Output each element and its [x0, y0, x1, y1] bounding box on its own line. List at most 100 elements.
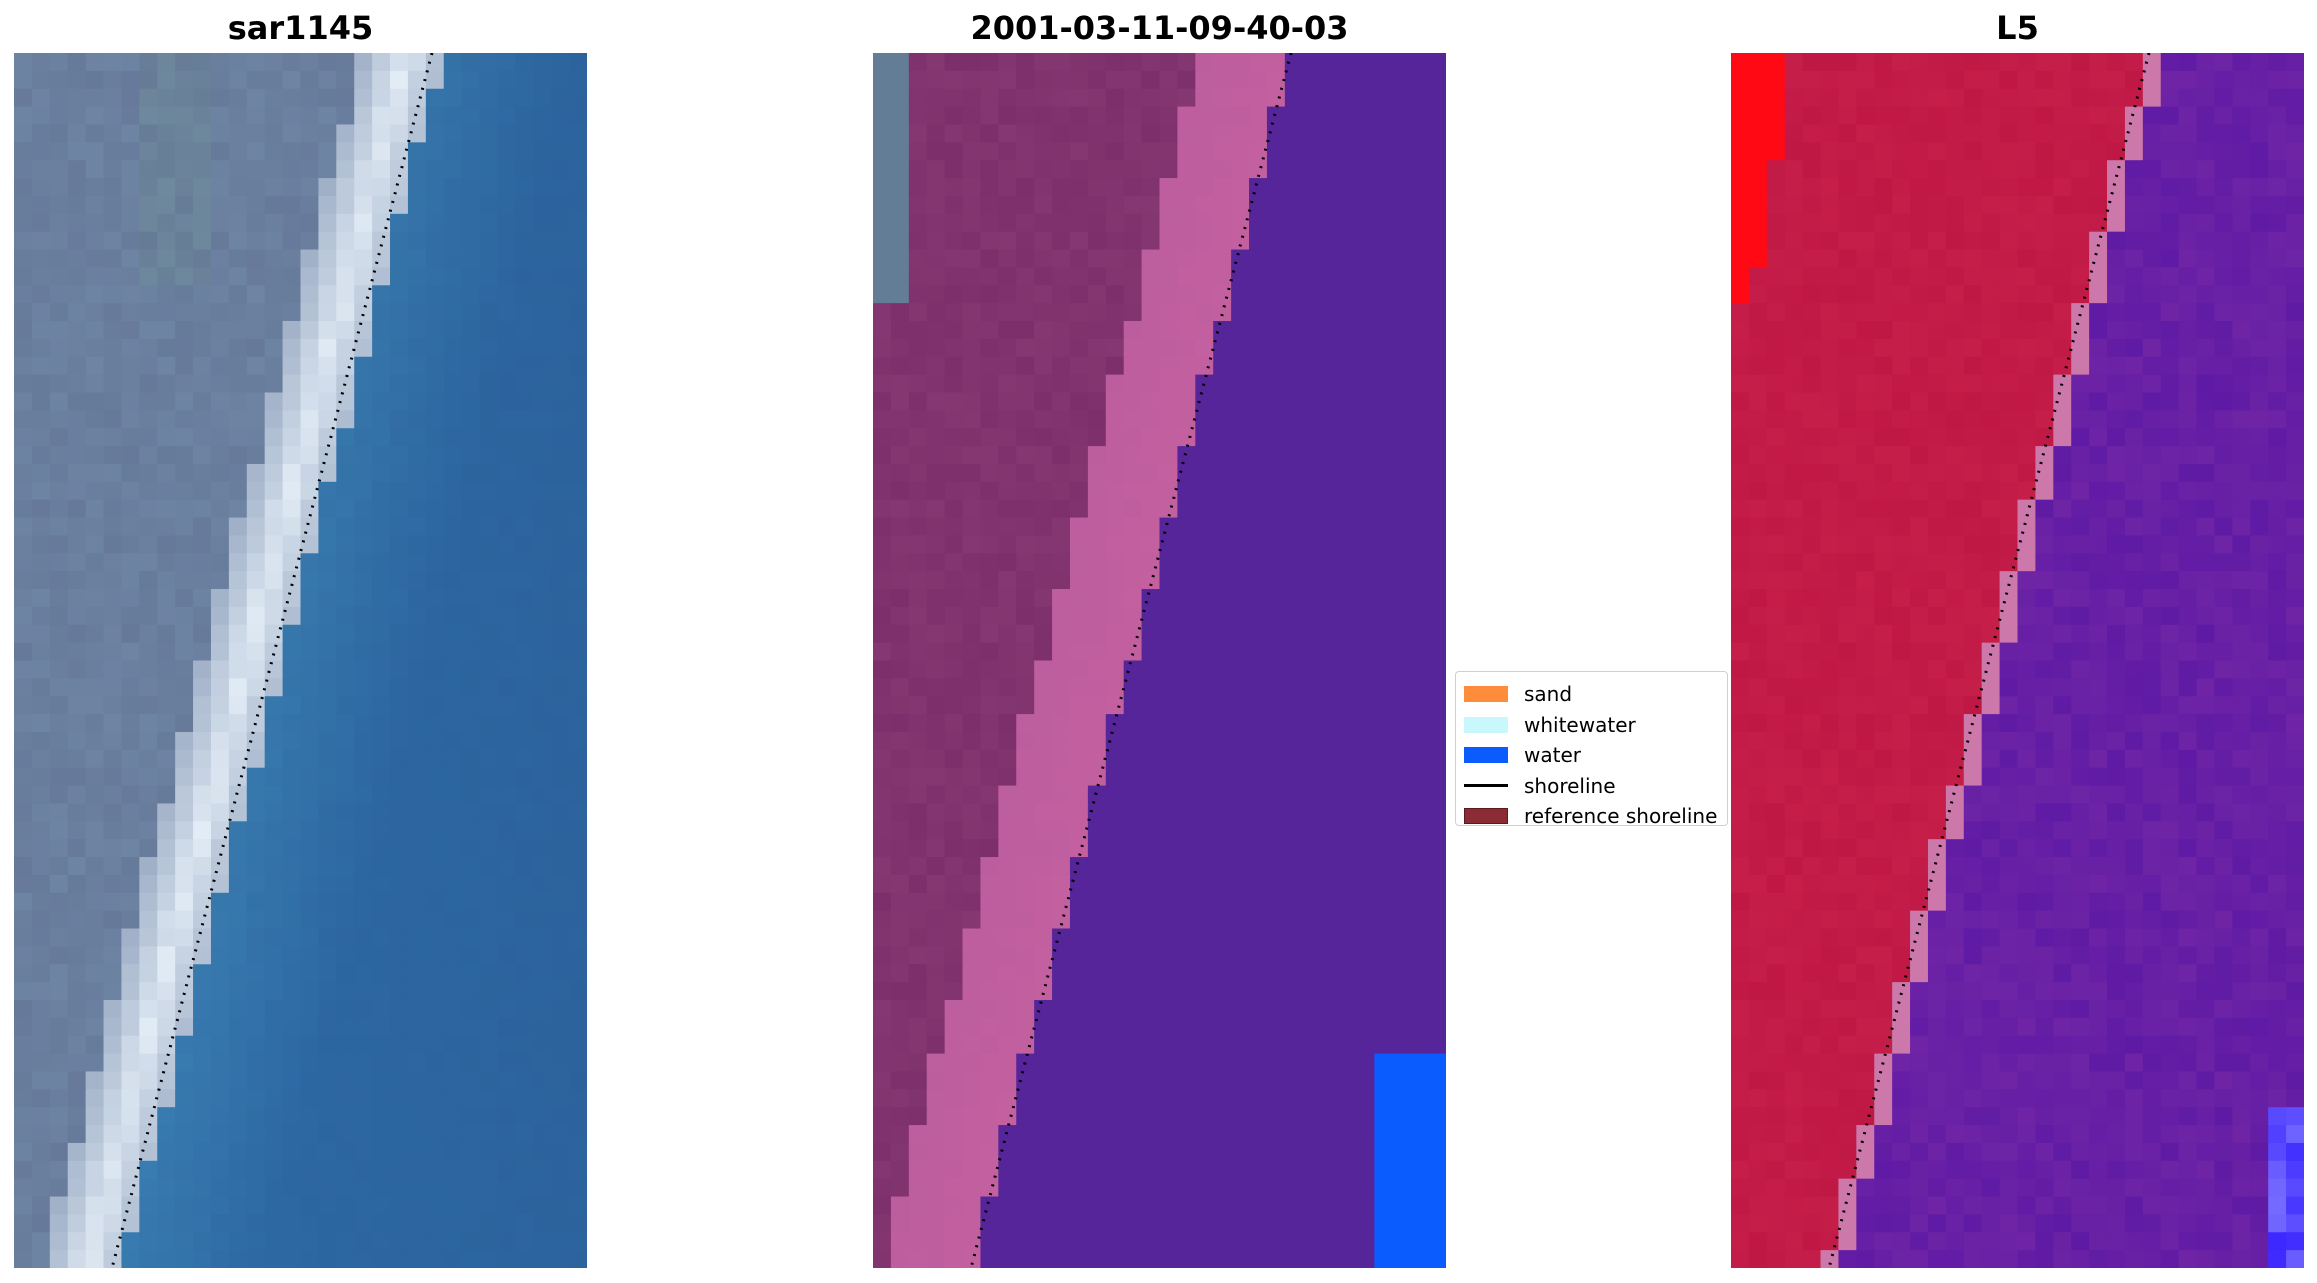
image-pixel [1177, 1196, 1196, 1215]
image-pixel [1284, 535, 1304, 554]
image-pixel [1338, 392, 1358, 411]
image-pixel [1195, 338, 1214, 358]
image-pixel [139, 231, 158, 251]
image-pixel [890, 499, 910, 519]
image-pixel [1374, 321, 1393, 340]
image-pixel [1052, 1142, 1071, 1162]
image-pixel [1410, 1089, 1429, 1108]
image-pixel [1105, 1160, 1125, 1180]
image-pixel [318, 839, 337, 858]
image-pixel [300, 106, 320, 126]
image-pixel [407, 321, 427, 340]
image-pixel [533, 285, 552, 304]
image-pixel [1410, 285, 1429, 304]
image-pixel [1249, 195, 1268, 215]
image-pixel [2071, 160, 2090, 179]
image-pixel [944, 70, 964, 90]
image-pixel [1141, 88, 1161, 108]
image-pixel [1177, 106, 1196, 126]
image-pixel [1874, 88, 1893, 108]
image-pixel [2268, 160, 2287, 179]
image-pixel [551, 481, 570, 501]
image-pixel [31, 1125, 51, 1144]
image-pixel [1123, 195, 1143, 215]
image-pixel [372, 910, 391, 930]
image-pixel [336, 767, 355, 787]
image-pixel [210, 874, 230, 894]
image-pixel [980, 303, 999, 322]
image-pixel [2035, 392, 2054, 411]
image-pixel [1177, 785, 1196, 805]
image-pixel [908, 338, 928, 358]
image-pixel [246, 821, 266, 840]
image-pixel [2035, 213, 2054, 233]
image-pixel [407, 767, 427, 787]
image-pixel [1392, 1250, 1411, 1268]
image-pixel [1302, 1214, 1322, 1233]
image-pixel [944, 106, 964, 126]
image-pixel [569, 982, 587, 1001]
image-pixel [2053, 195, 2072, 215]
image-pixel [210, 1232, 230, 1251]
image-pixel [1320, 892, 1340, 912]
image-pixel [228, 428, 248, 447]
image-pixel [121, 1035, 140, 1055]
image-pixel [228, 839, 248, 858]
image-pixel [1374, 285, 1393, 304]
image-pixel [1338, 964, 1358, 983]
image-pixel [1087, 1089, 1107, 1108]
image-pixel [2160, 213, 2180, 233]
image-pixel [926, 53, 946, 72]
image-pixel [1159, 857, 1179, 876]
image-pixel [139, 660, 158, 679]
image-pixel [1410, 338, 1429, 358]
image-pixel [461, 928, 481, 947]
image-pixel [908, 714, 928, 733]
image-pixel [1195, 142, 1214, 161]
image-pixel [1338, 857, 1358, 876]
image-pixel [1356, 749, 1375, 769]
image-pixel [1195, 803, 1214, 822]
image-pixel [390, 303, 409, 322]
image-pixel [1177, 624, 1196, 644]
image-pixel [425, 213, 445, 233]
image-pixel [372, 803, 391, 822]
image-pixel [390, 714, 409, 733]
image-pixel [479, 606, 499, 626]
image-pixel [2178, 142, 2198, 161]
image-pixel [157, 1035, 176, 1055]
image-pixel [944, 535, 964, 554]
image-pixel [193, 1089, 212, 1108]
image-pixel [407, 517, 427, 537]
image-pixel [282, 857, 302, 876]
image-pixel [1356, 1107, 1375, 1126]
image-pixel [1266, 660, 1286, 679]
image-pixel [282, 1178, 302, 1198]
image-pixel [354, 642, 373, 662]
image-pixel [1802, 53, 1822, 72]
image-pixel [1052, 1125, 1071, 1144]
image-pixel [962, 624, 982, 644]
image-pixel [2250, 392, 2269, 411]
image-pixel [998, 1142, 1017, 1162]
image-pixel [67, 982, 87, 1001]
image-pixel [2089, 160, 2108, 179]
image-pixel [67, 892, 87, 912]
image-pixel [1410, 660, 1429, 679]
image-pixel [873, 767, 892, 787]
image-pixel [175, 88, 194, 108]
image-pixel [228, 821, 248, 840]
image-pixel [49, 624, 69, 644]
image-pixel [300, 517, 320, 537]
image-pixel [372, 535, 391, 554]
image-pixel [944, 124, 964, 143]
image-pixel [569, 178, 587, 197]
image-pixel [443, 946, 463, 965]
image-pixel [354, 178, 373, 197]
image-pixel [962, 642, 982, 662]
image-pixel [980, 356, 999, 376]
image-pixel [1195, 964, 1214, 983]
image-pixel [67, 660, 87, 679]
image-pixel [873, 892, 892, 912]
image-pixel [1052, 839, 1071, 858]
